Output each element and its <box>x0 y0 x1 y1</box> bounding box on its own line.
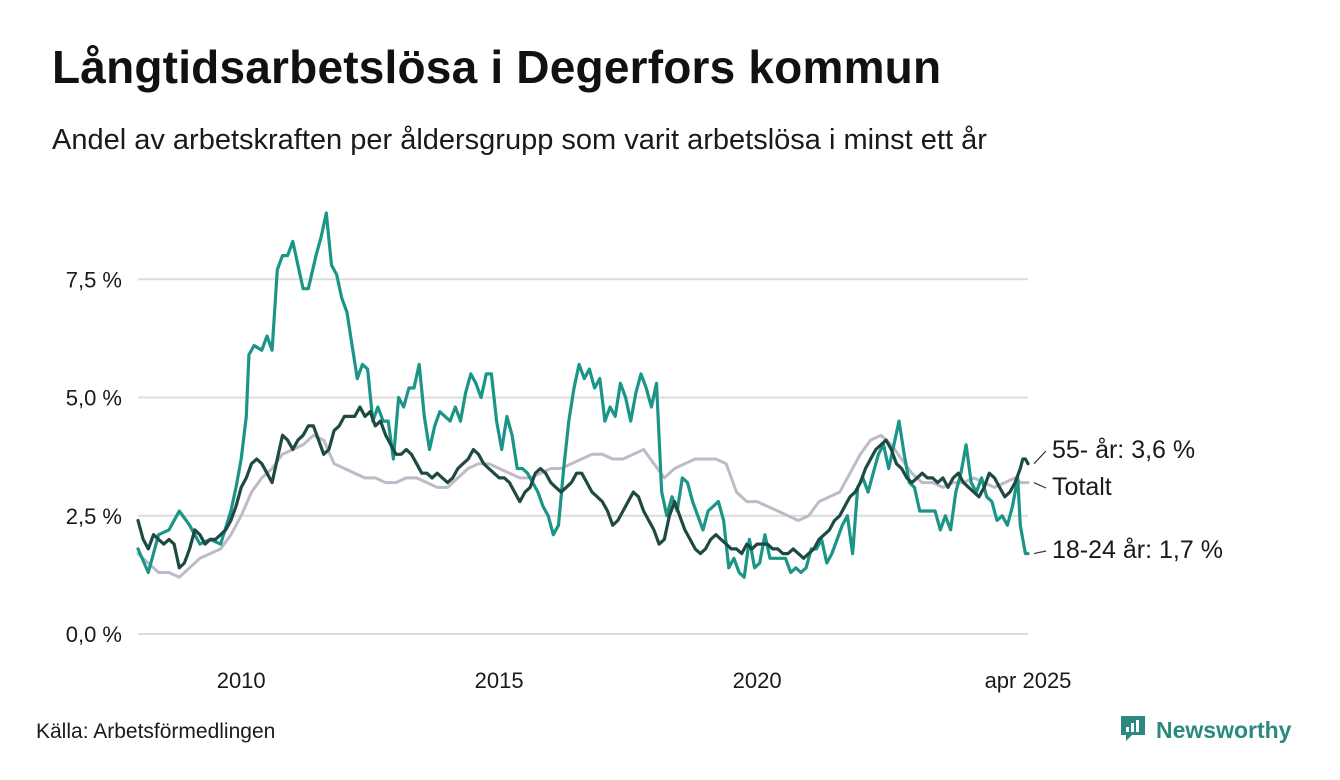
x-axis-tick-labels: 2010 2015 2020 apr 2025 <box>217 668 1072 693</box>
end-label-leader <box>1033 482 1047 489</box>
end-labels: 55- år: 3,6 % Totalt 18-24 år: 1,7 % <box>1033 436 1223 564</box>
chart-subtitle: Andel av arbetskraften per åldersgrupp s… <box>52 124 987 156</box>
series-line-18-24-r <box>136 211 1030 579</box>
newsworthy-logo-icon <box>1118 713 1148 748</box>
end-label: 55- år: 3,6 % <box>1052 436 1195 464</box>
x-tick-label: 2010 <box>217 668 266 693</box>
source-note: Källa: Arbetsförmedlingen <box>36 720 276 743</box>
end-label: 18-24 år: 1,7 % <box>1052 536 1223 564</box>
y-axis-tick-labels: 0,0 % 2,5 % 5,0 % 7,5 % <box>66 267 122 647</box>
series-lines <box>136 211 1030 579</box>
y-tick-label: 0,0 % <box>66 622 122 647</box>
y-tick-label: 5,0 % <box>66 386 122 411</box>
end-label-leader <box>1033 450 1047 465</box>
gridlines <box>138 278 1028 635</box>
x-tick-label: apr 2025 <box>985 668 1072 693</box>
y-tick-label: 2,5 % <box>66 504 122 529</box>
x-tick-label: 2020 <box>733 668 782 693</box>
brand-name: Newsworthy <box>1156 717 1292 743</box>
y-tick-label: 7,5 % <box>66 267 122 292</box>
end-label: Totalt <box>1052 473 1112 501</box>
brand-logo: Newsworthy <box>1118 713 1291 748</box>
end-label-leader <box>1033 550 1047 555</box>
chart-title: Långtidsarbetslösa i Degerfors kommun <box>52 41 942 93</box>
series-line-55-r <box>136 405 1030 570</box>
x-tick-label: 2015 <box>475 668 524 693</box>
